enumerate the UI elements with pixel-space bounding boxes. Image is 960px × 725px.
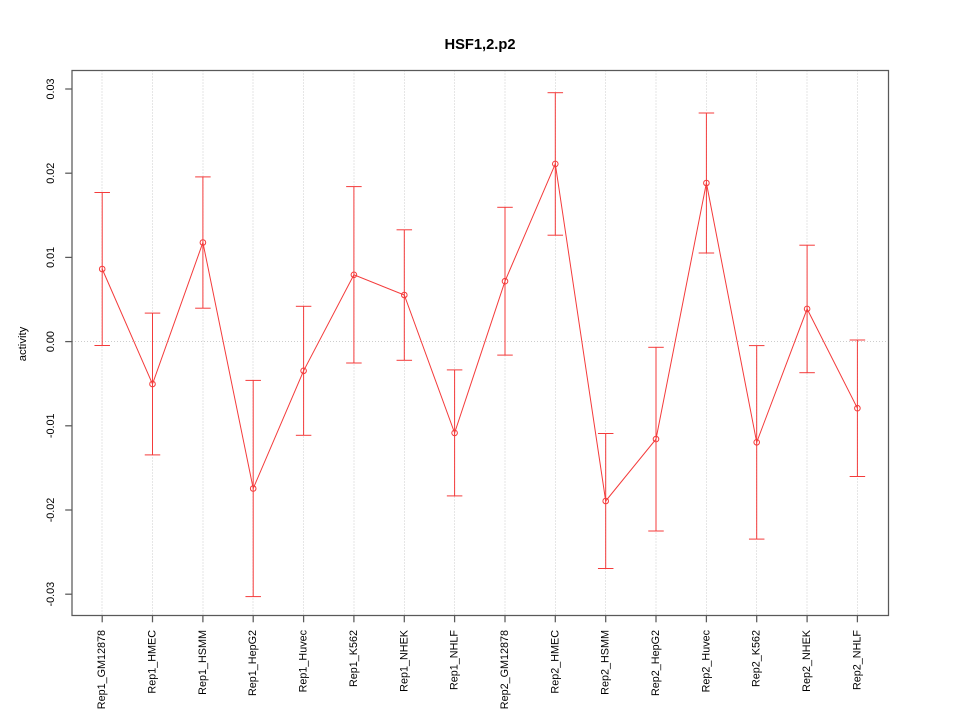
svg-text:Rep2_Huvec: Rep2_Huvec [700, 629, 712, 692]
svg-text:Rep2_HSMM: Rep2_HSMM [600, 630, 612, 695]
svg-text:-0.01: -0.01 [45, 413, 57, 438]
svg-text:Rep2_NHLF: Rep2_NHLF [851, 630, 863, 690]
svg-text:Rep1_HepG2: Rep1_HepG2 [247, 630, 259, 696]
svg-text:-0.03: -0.03 [45, 582, 57, 607]
svg-text:-0.02: -0.02 [45, 498, 57, 523]
svg-text:0.01: 0.01 [45, 247, 57, 268]
svg-text:Rep1_HMEC: Rep1_HMEC [147, 630, 159, 694]
svg-text:Rep1_NHEK: Rep1_NHEK [398, 629, 410, 692]
svg-text:HSF1,2.p2: HSF1,2.p2 [444, 37, 515, 53]
svg-text:0.02: 0.02 [45, 163, 57, 184]
svg-text:Rep2_HepG2: Rep2_HepG2 [650, 630, 662, 696]
svg-text:Rep1_K562: Rep1_K562 [348, 630, 360, 687]
svg-text:Rep1_Huvec: Rep1_Huvec [298, 629, 310, 692]
svg-text:Rep2_GM12878: Rep2_GM12878 [499, 630, 511, 709]
svg-text:Rep2_NHEK: Rep2_NHEK [801, 629, 813, 692]
svg-text:activity: activity [17, 326, 29, 361]
svg-text:0.03: 0.03 [45, 78, 57, 99]
svg-text:Rep1_GM12878: Rep1_GM12878 [96, 630, 108, 709]
svg-text:Rep2_K562: Rep2_K562 [751, 630, 763, 687]
svg-text:Rep1_HSMM: Rep1_HSMM [197, 630, 209, 695]
svg-text:Rep2_HMEC: Rep2_HMEC [549, 630, 561, 694]
svg-text:0.00: 0.00 [45, 331, 57, 352]
svg-text:Rep1_NHLF: Rep1_NHLF [449, 630, 461, 690]
